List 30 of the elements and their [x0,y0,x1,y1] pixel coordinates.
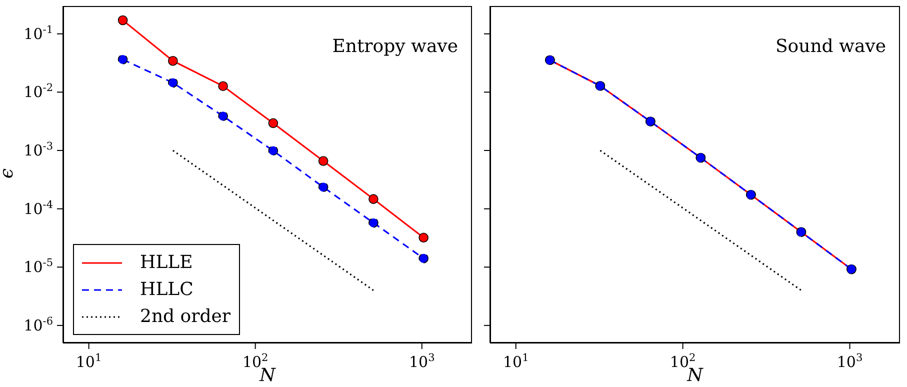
annotation: Sound wave [775,36,886,57]
x-tick-label: 10$^{1}$ [502,352,529,371]
x-tick-label: 10$^{3}$ [836,352,863,371]
y-tick-label: 10$^{-1}$ [24,24,53,43]
legend-label: HLLC [140,279,194,300]
point [218,111,228,122]
y-tick-label: 10$^{-2}$ [24,82,53,102]
point [368,218,378,228]
point [268,118,278,128]
point [318,182,328,192]
point [168,56,178,66]
y-tick-label: 10$^{-4}$ [24,198,54,218]
point [418,254,428,264]
y-tick-label: 10$^{-6}$ [24,315,54,334]
point [418,232,428,243]
y-tick-label: 10$^{-3}$ [24,140,53,160]
y-axis-title: ϵ [0,168,18,178]
point [268,146,278,156]
point [118,54,128,64]
legend-label: HLLE [140,252,193,273]
point [318,156,328,166]
y-tick-label: 10$^{-5}$ [24,257,53,276]
point [368,194,378,204]
legend-label: 2nd order [140,306,231,327]
point [218,81,228,91]
point [118,15,128,26]
x-tick-label: 10$^{3}$ [408,352,435,371]
point [168,78,178,88]
x-tick-label: 10$^{1}$ [76,352,102,371]
annotation: Entropy wave [332,36,458,57]
